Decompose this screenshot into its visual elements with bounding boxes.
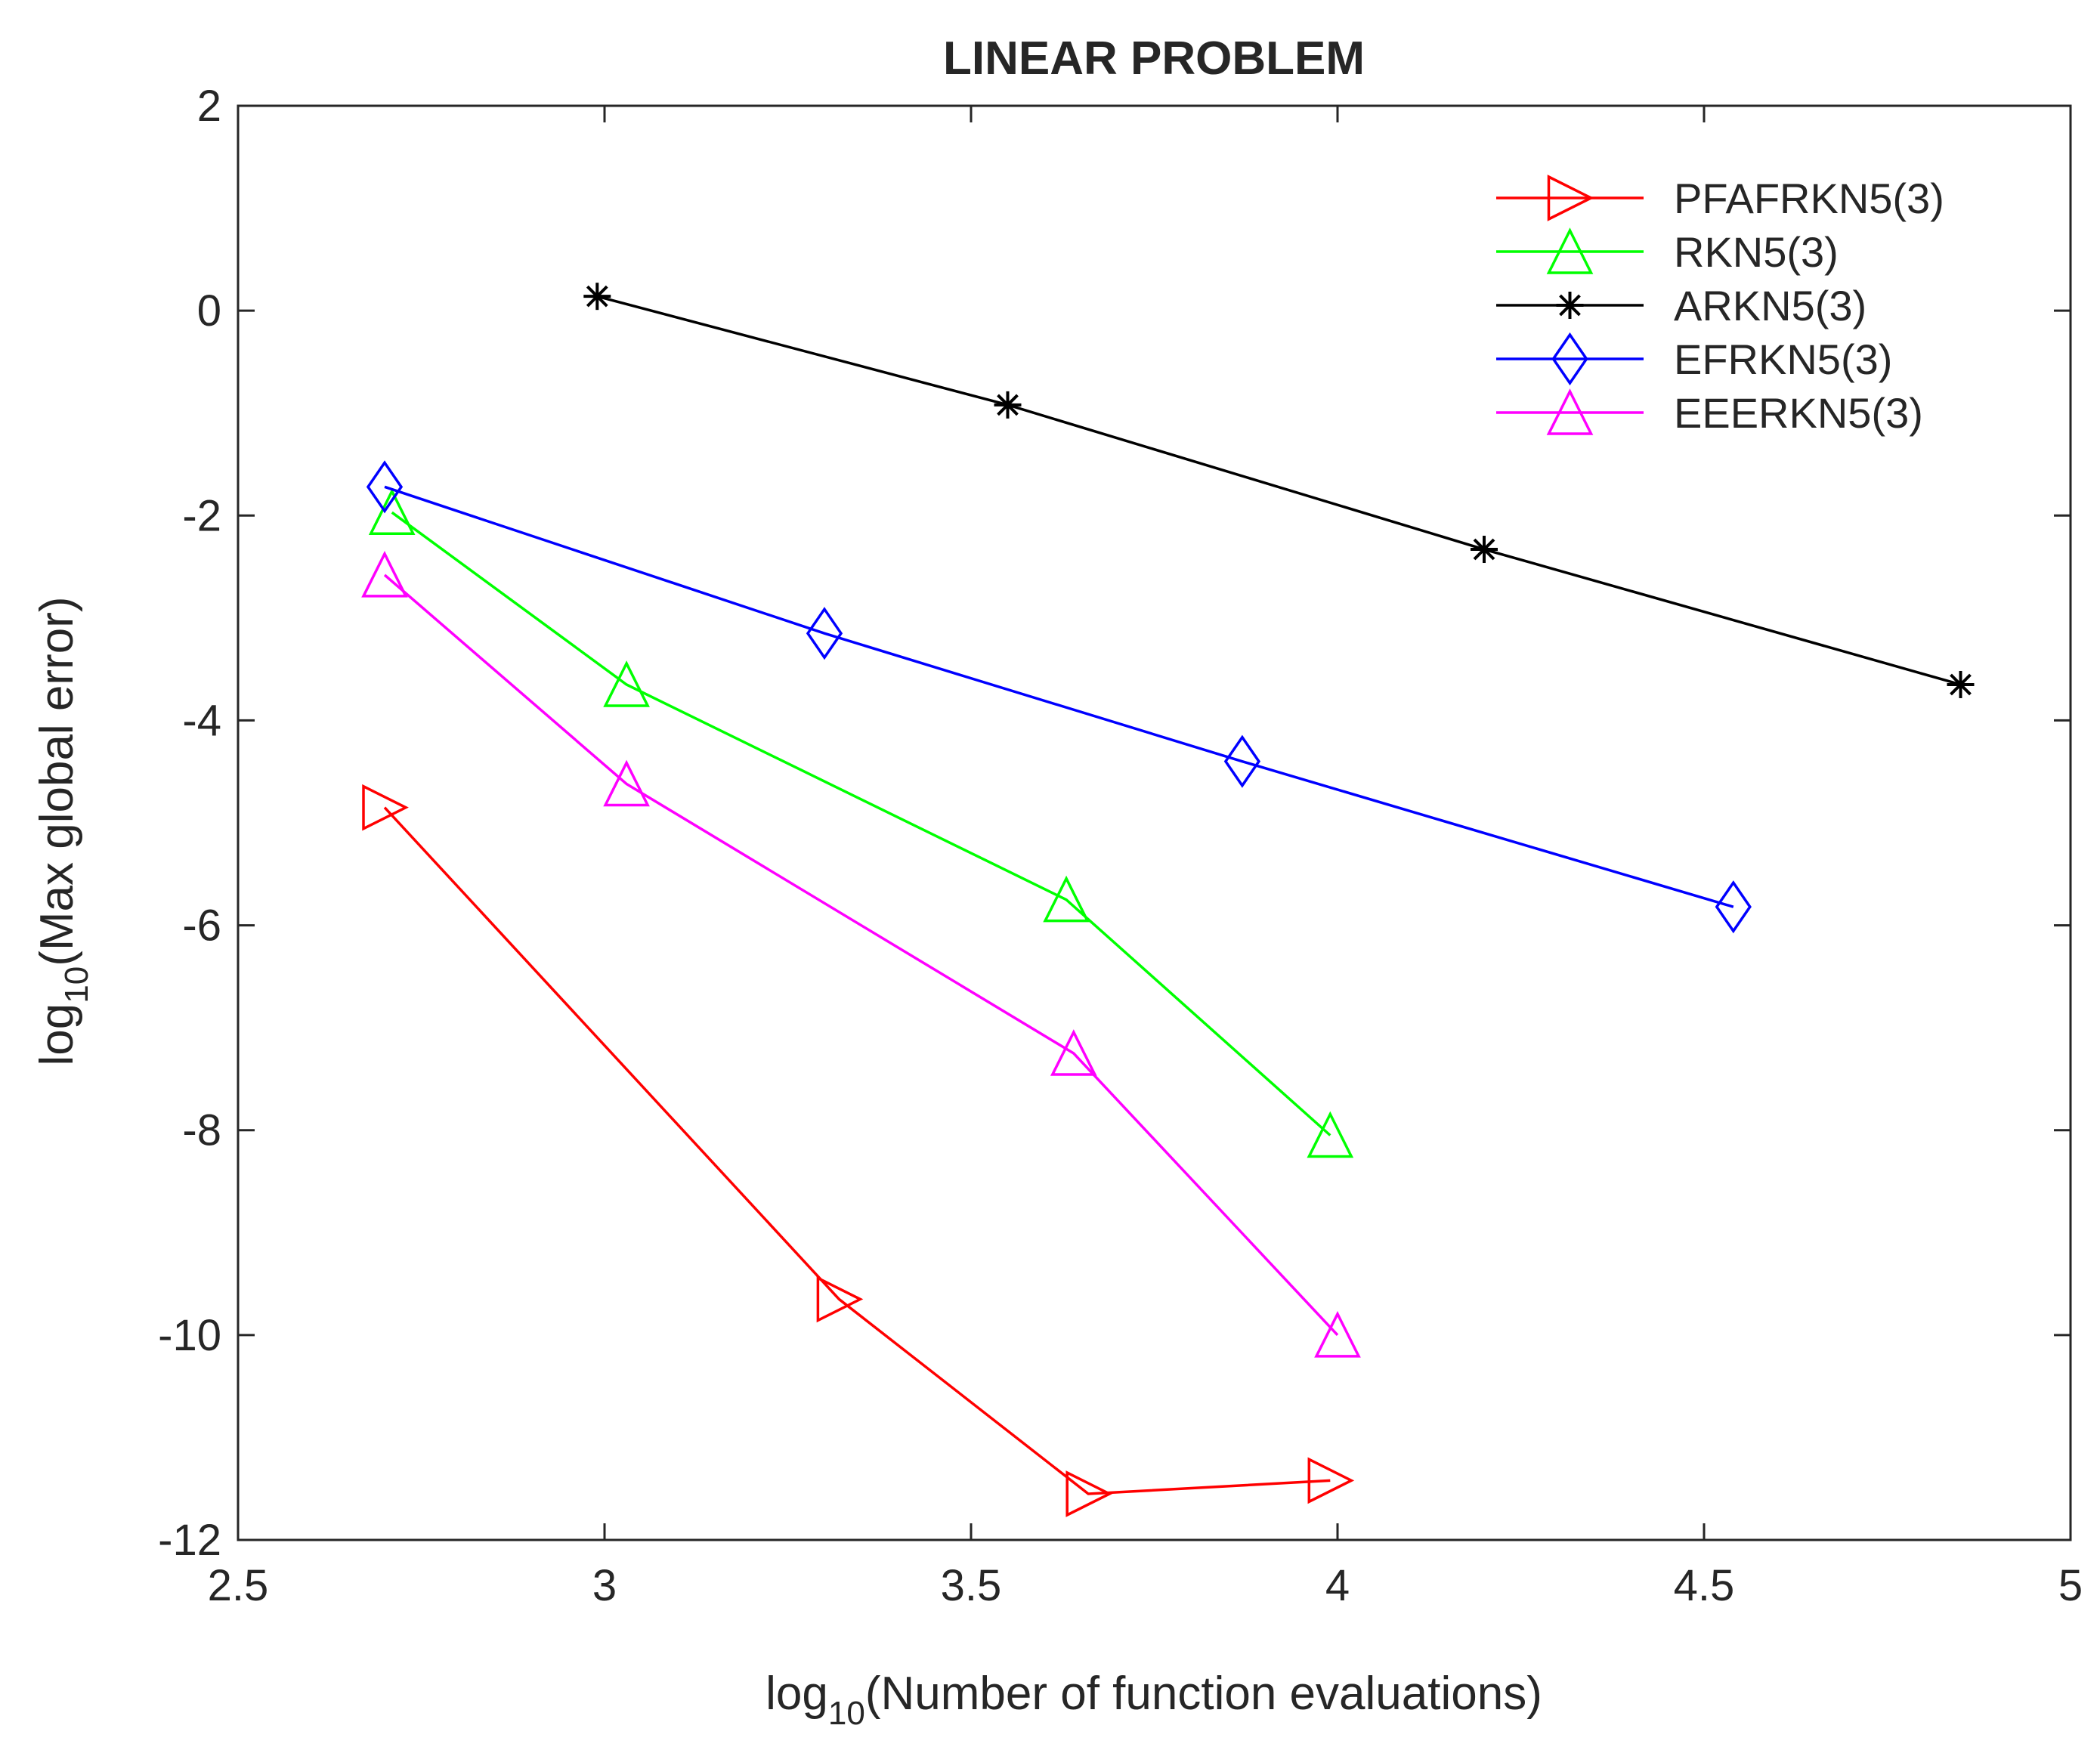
y-axis-label-subscript: 10 bbox=[58, 966, 95, 1003]
data-point-stroke bbox=[586, 285, 608, 308]
legend-marker bbox=[1551, 332, 1588, 386]
data-point bbox=[1471, 536, 1498, 564]
data-point bbox=[1065, 1470, 1113, 1517]
x-axis-label-prefix: log bbox=[765, 1668, 828, 1720]
legend-marker bbox=[1556, 292, 1584, 319]
y-axis-label-prefix: log bbox=[31, 1003, 83, 1066]
data-point bbox=[1314, 1310, 1361, 1358]
data-point-stroke bbox=[1950, 673, 1972, 696]
data-point bbox=[362, 784, 409, 831]
chart-title: LINEAR PROBLEM bbox=[943, 32, 1365, 85]
data-point-stroke bbox=[1473, 538, 1495, 561]
data-point bbox=[1307, 1111, 1354, 1158]
legend: PFAFRKN5(3) RKN5(3) ARKN5(3) EFRKN5(3) EEERK… bbox=[1496, 175, 1944, 437]
x-tick-label: 5 bbox=[2058, 1561, 2083, 1610]
x-tick-label: 2.5 bbox=[208, 1561, 269, 1610]
series-ARKN5(3) bbox=[583, 283, 1975, 698]
data-point bbox=[806, 607, 843, 660]
x-tick-label: 4.5 bbox=[1674, 1561, 1735, 1610]
data-point bbox=[1947, 670, 1975, 698]
legend-marker bbox=[1546, 388, 1594, 435]
x-axis-label-rest: (Number of function evaluations) bbox=[865, 1668, 1542, 1720]
legend-marker-stroke bbox=[1559, 294, 1581, 317]
y-axis-label: log10(Max global error) bbox=[31, 597, 95, 1066]
legend-item: RKN5(3) bbox=[1496, 227, 1839, 276]
legend-label: RKN5(3) bbox=[1674, 228, 1839, 276]
y-tick-label: 2 bbox=[197, 82, 221, 131]
y-tick-label: 0 bbox=[197, 286, 221, 335]
data-point bbox=[1307, 1457, 1355, 1504]
series-line bbox=[384, 485, 1734, 908]
data-point bbox=[603, 759, 650, 807]
data-point bbox=[1050, 1029, 1097, 1076]
x-tick-label: 4 bbox=[1325, 1561, 1350, 1610]
y-tick-label: -12 bbox=[158, 1516, 221, 1565]
legend-label: EEERKN5(3) bbox=[1674, 389, 1923, 437]
y-tick-label: -6 bbox=[182, 901, 221, 951]
x-tick-label: 3.5 bbox=[941, 1561, 1002, 1610]
data-point bbox=[366, 460, 404, 514]
series-line bbox=[391, 511, 1331, 1136]
data-point bbox=[1223, 734, 1261, 788]
y-tick-label: -10 bbox=[158, 1311, 221, 1360]
series-layer bbox=[361, 283, 1975, 1517]
y-axis-label-rest: (Max global error) bbox=[31, 597, 83, 966]
legend-label: PFAFRKN5(3) bbox=[1674, 175, 1944, 222]
plot-area bbox=[237, 104, 2072, 1541]
plot-frame bbox=[237, 104, 2072, 1541]
data-point bbox=[816, 1275, 864, 1323]
data-point bbox=[1715, 880, 1752, 934]
data-point-stroke bbox=[997, 394, 1019, 416]
data-point bbox=[368, 488, 416, 535]
legend-label: EFRKN5(3) bbox=[1674, 335, 1892, 383]
series-RKN5(3) bbox=[368, 488, 1354, 1158]
legend-marker bbox=[1547, 175, 1594, 221]
legend-label: ARKN5(3) bbox=[1674, 282, 1866, 329]
x-tick-label: 3 bbox=[592, 1561, 617, 1610]
series-EEERKN5(3) bbox=[361, 551, 1361, 1358]
data-point bbox=[1043, 875, 1090, 923]
y-tick-label: -8 bbox=[182, 1106, 221, 1155]
data-point bbox=[361, 551, 408, 598]
series-EFRKN5(3) bbox=[366, 460, 1752, 934]
y-tick-label: -4 bbox=[182, 696, 221, 745]
series-line bbox=[596, 295, 1961, 686]
x-axis-label-subscript: 10 bbox=[828, 1695, 865, 1732]
legend-item: ARKN5(3) bbox=[1496, 282, 1866, 329]
data-point bbox=[994, 391, 1022, 419]
series-PFAFRKN5(3) bbox=[362, 784, 1355, 1517]
data-point bbox=[583, 283, 611, 311]
data-point bbox=[603, 660, 650, 707]
y-tick-label: -2 bbox=[182, 491, 221, 540]
series-line bbox=[383, 806, 1331, 1495]
series-line bbox=[383, 574, 1339, 1337]
tick-labels: 2.5 3 3.5 4 4.5 5 -12 -10 -8 -6 -4 -2 0 2 bbox=[158, 82, 2083, 1610]
legend-item: EFRKN5(3) bbox=[1496, 332, 1892, 386]
legend-marker bbox=[1546, 227, 1594, 274]
x-axis-label: log10(Number of function evaluations) bbox=[765, 1668, 1542, 1732]
legend-item: PFAFRKN5(3) bbox=[1496, 175, 1944, 222]
legend-item: EEERKN5(3) bbox=[1496, 388, 1923, 437]
